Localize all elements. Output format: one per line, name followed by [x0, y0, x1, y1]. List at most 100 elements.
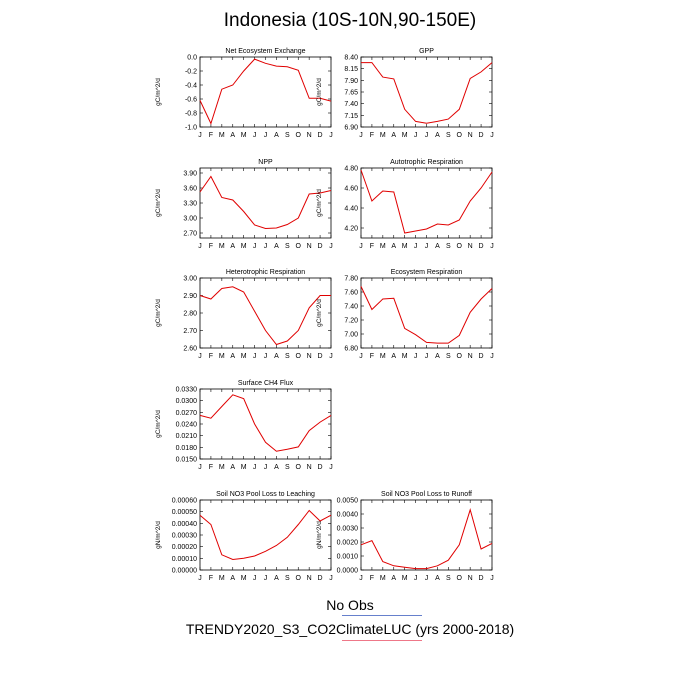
x-tick-label: S	[285, 132, 290, 139]
y-tick-label: 7.40	[344, 304, 358, 311]
y-tick-label: 7.20	[344, 318, 358, 325]
page-title: Indonesia (10S-10N,90-150E)	[223, 10, 477, 31]
plot-frame	[199, 388, 332, 460]
x-tick-label: N	[307, 575, 312, 582]
plot-frame	[360, 277, 493, 349]
plot-frame	[199, 167, 332, 239]
x-tick-label: J	[414, 243, 418, 250]
y-tick-label: 7.60	[344, 290, 358, 297]
y-tick-label: 0.00060	[172, 498, 197, 505]
x-tick-label: S	[285, 464, 290, 471]
x-tick-label: M	[402, 575, 408, 582]
x-tick-label: M	[241, 353, 247, 360]
series-line	[360, 169, 493, 234]
x-tick-label: A	[230, 243, 235, 250]
x-tick-label: J	[198, 464, 202, 471]
x-tick-label: D	[479, 353, 484, 360]
x-tick-label: J	[253, 353, 257, 360]
x-tick-label: J	[414, 132, 418, 139]
x-tick-label: F	[370, 353, 374, 360]
x-tick-label: A	[230, 464, 235, 471]
x-tick-label: J	[264, 243, 268, 250]
y-tick-label: -0.2	[185, 69, 197, 76]
plot-frame	[199, 499, 332, 571]
x-tick-label: A	[230, 575, 235, 582]
chart-panel: Net Ecosystem Exchange gC/m^2/d -1.0 -0.8 -0…	[155, 48, 333, 139]
x-tick-label: D	[479, 575, 484, 582]
x-tick-label: O	[296, 132, 302, 139]
series-line	[361, 62, 493, 124]
x-tick-label: J	[329, 575, 333, 582]
x-tick-label: S	[285, 243, 290, 250]
y-tick-label: 3.60	[183, 186, 197, 193]
x-tick-label: N	[468, 353, 473, 360]
y-tick-label: 0.0330	[176, 387, 198, 394]
x-tick-label: J	[414, 575, 418, 582]
x-tick-label: D	[318, 353, 323, 360]
x-tick-label: D	[479, 132, 484, 139]
x-tick-label: S	[285, 575, 290, 582]
x-tick-label: M	[380, 132, 386, 139]
y-tick-label: 0.0	[187, 55, 197, 62]
y-tick-label: 6.80	[344, 346, 358, 353]
x-tick-label: J	[425, 132, 429, 139]
x-tick-label: A	[435, 575, 440, 582]
y-tick-label: 0.0270	[176, 410, 198, 417]
y-tick-label: 0.00000	[172, 568, 197, 575]
y-tick-label: 3.00	[183, 216, 197, 223]
x-tick-label: J	[198, 243, 202, 250]
y-tick-label: 2.60	[183, 346, 197, 353]
x-tick-label: M	[402, 243, 408, 250]
x-tick-label: O	[457, 132, 463, 139]
y-tick-label: 0.0300	[176, 398, 198, 405]
chart-panel: Surface CH4 Flux gC/m^2/d 0.0150 0.0180 0.02…	[155, 380, 333, 471]
x-tick-label: J	[425, 353, 429, 360]
x-tick-label: A	[274, 243, 279, 250]
series-line	[199, 175, 332, 230]
legend-model-run: TRENDY2020_S3_CO2ClimateLUC (yrs 2000-20…	[185, 621, 515, 637]
panel-title: Soil NO3 Pool Loss to Leaching	[216, 491, 315, 498]
y-axis-label: gC/m^2/d	[155, 189, 162, 217]
x-tick-label: N	[307, 132, 312, 139]
y-tick-label: 0.0040	[337, 512, 359, 519]
series-line	[360, 508, 493, 570]
y-tick-label: 6.90	[344, 125, 358, 132]
y-tick-label: -1.0	[185, 125, 197, 132]
series-line	[199, 58, 332, 125]
x-tick-label: M	[402, 132, 408, 139]
x-tick-label: M	[219, 464, 225, 471]
x-tick-label: M	[380, 575, 386, 582]
x-tick-label: F	[209, 353, 213, 360]
x-tick-label: D	[318, 132, 323, 139]
y-tick-label: 2.70	[183, 231, 197, 238]
panel-title: GPP	[419, 48, 434, 55]
x-tick-label: J	[253, 575, 257, 582]
x-tick-label: J	[425, 575, 429, 582]
x-tick-label: N	[307, 353, 312, 360]
series-line	[360, 286, 493, 344]
x-tick-label: J	[198, 353, 202, 360]
x-tick-label: F	[370, 243, 374, 250]
x-tick-label: A	[435, 132, 440, 139]
y-axis-label: gC/m^2/d	[316, 78, 323, 106]
legend-no-obs: No Obs	[326, 597, 374, 613]
x-tick-label: O	[457, 353, 463, 360]
chart-panel: GPP gC/m^2/d 6.90 7.15 7.40 7.65 7.90 8.15 8.40 J…	[316, 48, 494, 139]
x-tick-label: J	[490, 575, 494, 582]
x-tick-label: N	[307, 464, 312, 471]
x-tick-label: J	[359, 243, 363, 250]
x-tick-label: N	[468, 243, 473, 250]
x-tick-label: M	[219, 132, 225, 139]
x-tick-label: S	[446, 243, 451, 250]
x-tick-label: S	[446, 132, 451, 139]
x-tick-label: O	[457, 575, 463, 582]
x-tick-label: J	[329, 353, 333, 360]
x-tick-label: A	[274, 464, 279, 471]
x-tick-label: J	[490, 243, 494, 250]
x-tick-label: F	[209, 132, 213, 139]
y-tick-label: 4.20	[344, 226, 358, 233]
x-tick-label: F	[370, 132, 374, 139]
y-tick-label: 7.15	[344, 113, 358, 120]
